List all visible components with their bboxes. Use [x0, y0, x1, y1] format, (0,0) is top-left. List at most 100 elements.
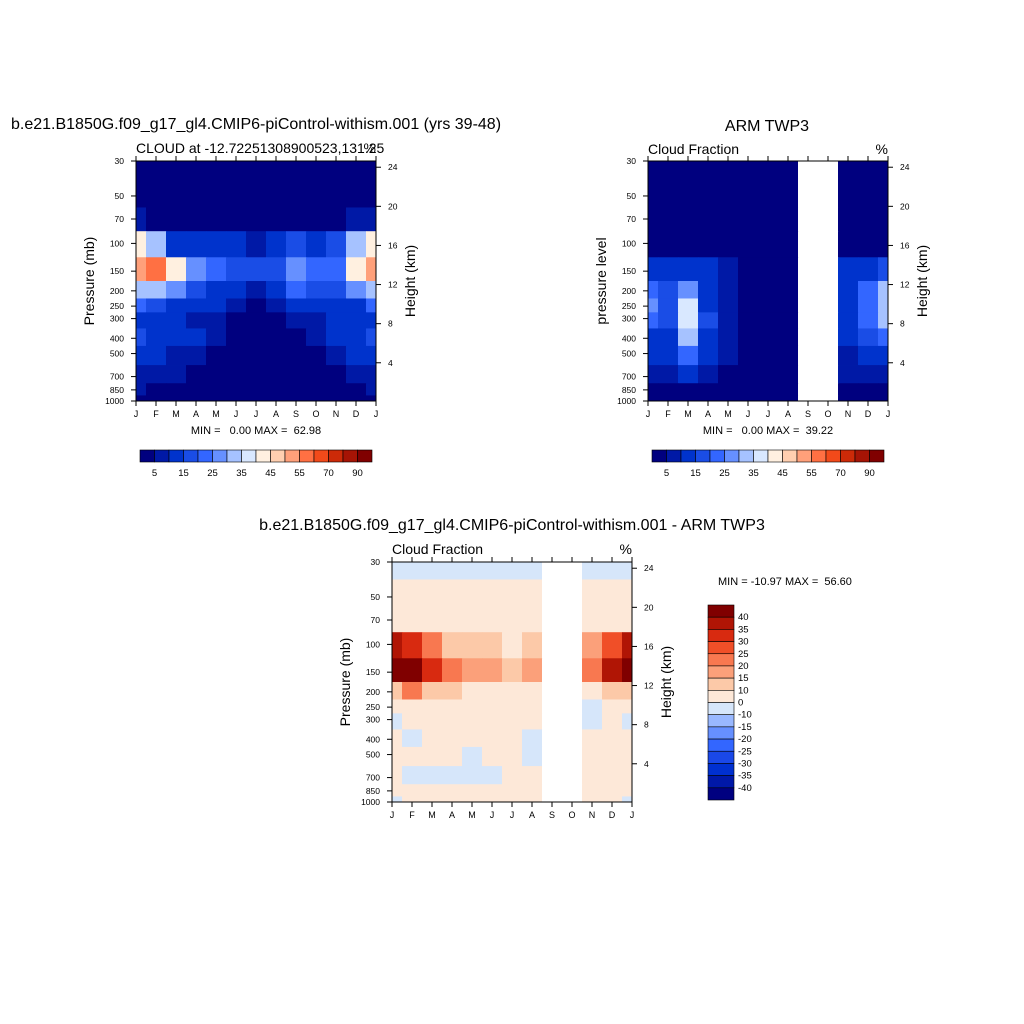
heatmap-cell — [326, 395, 347, 402]
heatmap-cell — [206, 178, 227, 208]
x-tick-label: J — [134, 409, 139, 419]
heatmap-cell — [146, 161, 167, 179]
heatmap-cell — [878, 298, 889, 313]
heatmap-cell — [326, 328, 347, 347]
heatmap-cell — [246, 345, 267, 366]
heatmap-cell — [778, 161, 799, 179]
heatmap-cell — [402, 632, 423, 659]
heatmap-cell — [482, 746, 503, 767]
heatmap-cell — [482, 579, 503, 609]
heatmap-cell — [838, 365, 859, 384]
y-axis-label: pressure level — [593, 237, 609, 324]
heatmap-cell — [346, 328, 367, 347]
heatmap-cell — [286, 178, 307, 208]
heatmap-cell — [266, 383, 287, 396]
y-tick-label: 500 — [110, 349, 124, 359]
heatmap-cell — [758, 281, 779, 299]
x-tick-label: J — [766, 409, 771, 419]
heatmap-cell — [758, 312, 779, 329]
heatmap-cell — [422, 746, 443, 767]
heatmap-cell — [878, 207, 889, 232]
heatmap-cell — [482, 713, 503, 730]
heatmap-cell — [798, 312, 819, 329]
heatmap-cell — [698, 207, 719, 232]
heatmap-cell — [522, 699, 543, 714]
heatmap-cell — [758, 231, 779, 258]
heatmap-cell — [146, 328, 167, 347]
heatmap-cell — [366, 257, 377, 282]
heatmap-cell — [462, 579, 483, 609]
heatmap-cell — [658, 312, 679, 329]
heatmap-cell — [698, 365, 719, 384]
heatmap-cell — [422, 608, 443, 633]
heatmap-cell — [186, 161, 207, 179]
panel-difference: b.e21.B1850G.f09_g17_gl4.CMIP6-piControl… — [259, 517, 852, 820]
heatmap-cell — [166, 345, 187, 366]
heatmap-cell — [648, 257, 659, 282]
heatmap-cell — [462, 658, 483, 683]
heatmap-cell — [482, 632, 503, 659]
heatmap-cell — [366, 345, 377, 366]
y-tick-label: 700 — [366, 773, 380, 783]
colorbar: 5 15 25 35 45 55 70 90 — [651, 449, 885, 479]
x-tick-label: F — [153, 409, 159, 419]
heatmap-cell — [648, 178, 659, 208]
heatmap-cell — [186, 231, 207, 258]
heatmap-plot: J F M A M J J A S O N D J 30 50 70 100 150 200 250 300 400 500… — [105, 156, 398, 419]
colorbar-swatch — [707, 690, 735, 703]
colorbar-label: -20 — [738, 734, 752, 745]
heatmap-cell — [266, 281, 287, 299]
heatmap-cell — [206, 328, 227, 347]
y-tick-label: 1000 — [617, 396, 636, 406]
x-tick-label: D — [353, 409, 360, 419]
colorbar-swatch — [738, 449, 754, 463]
heatmap-cell — [758, 345, 779, 366]
heatmap-cell — [542, 729, 563, 748]
heatmap-cell — [286, 395, 307, 402]
x-tick-label: O — [312, 409, 319, 419]
heatmap-cell — [482, 699, 503, 714]
x-tick-label: M — [428, 810, 436, 820]
colorbar-swatch — [284, 449, 300, 463]
colorbar-swatch — [666, 449, 682, 463]
heatmap-cell — [602, 729, 623, 748]
y-tick-label: 30 — [115, 156, 125, 166]
y-tick-label: 850 — [110, 385, 124, 395]
heatmap-cell — [286, 231, 307, 258]
colorbar-label: -35 — [738, 771, 752, 782]
heatmap-cell — [392, 682, 403, 700]
heatmap-cell — [648, 312, 659, 329]
heatmap-cell — [778, 178, 799, 208]
heatmap-cell — [582, 632, 603, 659]
heatmap-cell — [778, 231, 799, 258]
heatmap-cell — [858, 257, 879, 282]
heatmap-cell — [582, 562, 603, 580]
colorbar-swatch — [270, 449, 286, 463]
colorbar-label: 10 — [738, 685, 749, 696]
heatmap-cell — [838, 257, 859, 282]
colorbar-swatch — [707, 641, 735, 655]
heatmap-cell — [542, 784, 563, 797]
heatmap-cell — [562, 632, 583, 659]
heatmap-cell — [136, 395, 147, 402]
heatmap-cell — [562, 796, 583, 803]
heatmap-cell — [246, 207, 267, 232]
heatmap-cell — [718, 257, 739, 282]
heatmap-cell — [286, 383, 307, 396]
heatmap-cell — [246, 178, 267, 208]
heatmap-cell — [246, 231, 267, 258]
heatmap-cell — [502, 579, 523, 609]
heatmap-cell — [602, 579, 623, 609]
heatmap-cell — [502, 562, 523, 580]
heatmap-cell — [206, 345, 227, 366]
heatmap-cell — [678, 383, 699, 396]
y-right-tick-label: 24 — [388, 162, 398, 172]
heatmap-cell — [206, 231, 227, 258]
heatmap-cell — [402, 658, 423, 683]
heatmap-cell — [658, 207, 679, 232]
heatmap-cell — [858, 395, 879, 402]
heatmap-cell — [758, 328, 779, 347]
heatmap-cell — [878, 365, 889, 384]
colorbar-label: 25 — [738, 649, 749, 660]
heatmap-cell — [658, 298, 679, 313]
